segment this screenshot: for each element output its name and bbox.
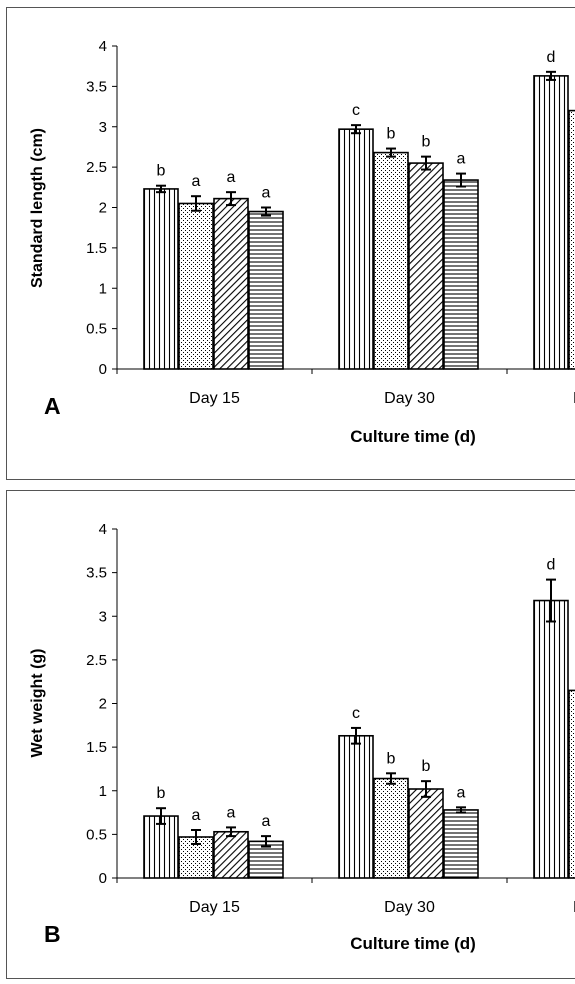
y-tick-label: 0 — [99, 361, 107, 378]
y-tick-label: 2.5 — [86, 652, 107, 669]
bar — [213, 830, 249, 879]
bar — [408, 788, 444, 879]
y-tick-label: 3.5 — [86, 565, 107, 582]
panel-label: A — [44, 393, 61, 419]
x-tick-label: Day 15 — [189, 899, 240, 916]
y-tick-label: 2 — [99, 200, 107, 217]
y-tick-label: 1.5 — [86, 240, 107, 257]
y-tick-label: 3 — [99, 119, 107, 136]
bar — [178, 836, 214, 879]
y-tick-label: 3.5 — [86, 78, 107, 95]
x-tick-label: D — [573, 390, 575, 407]
significance-letter: b — [387, 750, 396, 767]
significance-letter: b — [422, 134, 431, 151]
bar — [533, 75, 569, 370]
significance-letter: a — [262, 185, 271, 202]
significance-letter: a — [457, 784, 466, 801]
significance-letter: b — [387, 126, 396, 143]
y-axis-label: Standard length (cm) — [29, 128, 46, 288]
bar — [248, 210, 284, 370]
significance-letter: b — [157, 163, 166, 180]
y-tick-label: 2.5 — [86, 159, 107, 176]
bar — [213, 197, 249, 370]
bar — [178, 202, 214, 370]
significance-letter: b — [157, 785, 166, 802]
significance-letter: a — [457, 151, 466, 168]
y-tick-label: 4 — [99, 521, 107, 538]
x-tick-label: Day 15 — [189, 390, 240, 407]
significance-letter: d — [547, 49, 556, 66]
x-tick-label: D — [573, 899, 575, 916]
significance-letter: a — [192, 807, 201, 824]
significance-letter: a — [227, 804, 236, 821]
y-tick-label: 3 — [99, 608, 107, 625]
panel-label: B — [44, 921, 61, 947]
bar — [143, 188, 179, 370]
y-tick-label: 1 — [99, 783, 107, 800]
significance-letter: a — [262, 813, 271, 830]
significance-letter: d — [547, 557, 556, 574]
y-tick-label: 1 — [99, 280, 107, 297]
bar — [338, 734, 374, 879]
y-tick-label: 0.5 — [86, 826, 107, 843]
wet-weight-chart: 0 0.5 1 1.5 2 2.5 3 3.5 4 Day 15 Day 30 Db c d a b a b a a W… — [29, 521, 575, 953]
bar — [338, 128, 374, 370]
significance-letter: c — [352, 102, 360, 119]
y-tick-label: 0 — [99, 870, 107, 887]
bar — [373, 151, 409, 370]
bar — [408, 162, 444, 370]
x-tick-label: Day 30 — [384, 390, 435, 407]
y-tick-label: 1.5 — [86, 739, 107, 756]
x-axis-label: Culture time (d) — [350, 934, 476, 953]
bar — [143, 815, 179, 879]
bar — [568, 689, 575, 879]
y-tick-label: 2 — [99, 696, 107, 713]
significance-letter: c — [352, 705, 360, 722]
significance-letter: a — [227, 169, 236, 186]
standard-length-chart: 0 0.5 1 1.5 2 2.5 3 3.5 4 Day 15 Day 30 Db c d a b a b a a S… — [29, 38, 575, 446]
chart-panel-a: 0 0.5 1 1.5 2 2.5 3 3.5 4 Day 15 Day 30 Db c d a b a b a a S… — [6, 7, 575, 480]
chart-panel-b: 0 0.5 1 1.5 2 2.5 3 3.5 4 Day 15 Day 30 Db c d a b a b a a W… — [6, 490, 575, 979]
significance-letter: a — [192, 173, 201, 190]
bar — [568, 109, 575, 370]
x-tick-label: Day 30 — [384, 899, 435, 916]
y-axis-label: Wet weight (g) — [29, 648, 46, 757]
significance-letter: b — [422, 758, 431, 775]
bar — [533, 599, 569, 879]
bar — [373, 777, 409, 879]
y-tick-label: 0.5 — [86, 321, 107, 338]
bar — [443, 179, 479, 370]
y-tick-label: 4 — [99, 38, 107, 55]
bar — [443, 809, 479, 879]
x-axis-label: Culture time (d) — [350, 427, 476, 446]
